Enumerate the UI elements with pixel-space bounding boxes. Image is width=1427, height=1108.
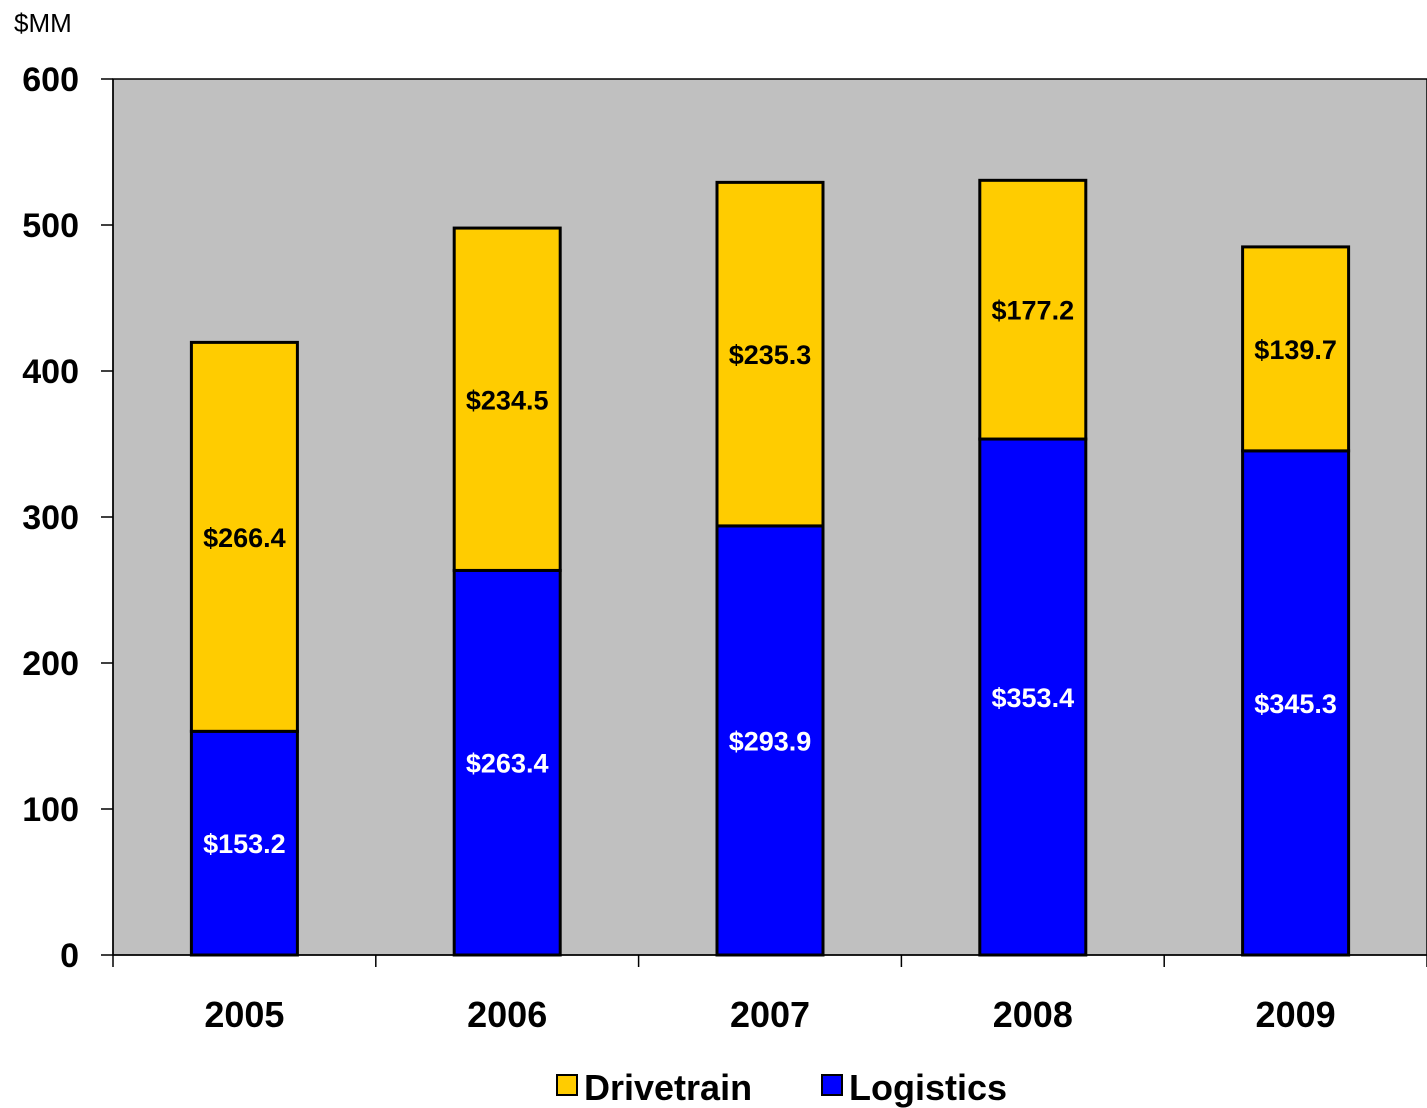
y-tick-label: 300 <box>22 499 79 537</box>
data-label: $353.4 <box>992 683 1075 713</box>
x-tick-label: 2007 <box>730 994 810 1035</box>
y-axis-unit-label: $MM <box>14 8 72 38</box>
y-tick-label: 0 <box>60 937 79 975</box>
y-tick-label: 200 <box>22 645 79 683</box>
data-label: $263.4 <box>466 749 549 779</box>
bar-drivetrain <box>978 178 1088 441</box>
data-label: $293.9 <box>729 726 812 756</box>
y-axis-ticks: 0 100 200 300 400 500 600 <box>22 61 113 975</box>
bar-drivetrain <box>715 180 825 528</box>
bar-drivetrain <box>189 340 299 733</box>
x-tick-label: 2006 <box>467 994 547 1035</box>
x-tick-label: 2009 <box>1256 994 1336 1035</box>
x-tick-label: 2005 <box>204 994 284 1035</box>
bars <box>189 178 1351 957</box>
y-tick-label: 500 <box>22 207 79 245</box>
x-axis-ticks: 2005 2006 2007 2008 2009 <box>112 955 1427 1035</box>
data-label: $177.2 <box>992 296 1075 326</box>
bar-logistics <box>1241 449 1351 957</box>
bar-drivetrain <box>452 226 562 572</box>
bar-logistics <box>715 524 825 957</box>
legend-swatch-drivetrain <box>556 1074 578 1096</box>
legend-swatch-logistics <box>821 1074 843 1096</box>
data-label: $345.3 <box>1254 689 1337 719</box>
legend-label-drivetrain: Drivetrain <box>584 1067 752 1108</box>
data-labels: $153.2 $266.4 $263.4 $234.5 $293.9 $235.3 $353… <box>203 296 1337 859</box>
data-label: $234.5 <box>466 385 549 415</box>
data-label: $153.2 <box>203 829 286 859</box>
data-label: $266.4 <box>203 523 286 553</box>
y-tick-label: 100 <box>22 791 79 829</box>
x-tick-label: 2008 <box>993 994 1073 1035</box>
y-tick-label: 600 <box>22 61 79 99</box>
bar-drivetrain <box>1241 245 1351 453</box>
legend-label-logistics: Logistics <box>849 1067 1007 1108</box>
data-label: $235.3 <box>729 340 812 370</box>
data-label: $139.7 <box>1254 335 1337 365</box>
y-tick-label: 400 <box>22 353 79 391</box>
legend: Drivetrain Logistics <box>556 1067 1007 1108</box>
